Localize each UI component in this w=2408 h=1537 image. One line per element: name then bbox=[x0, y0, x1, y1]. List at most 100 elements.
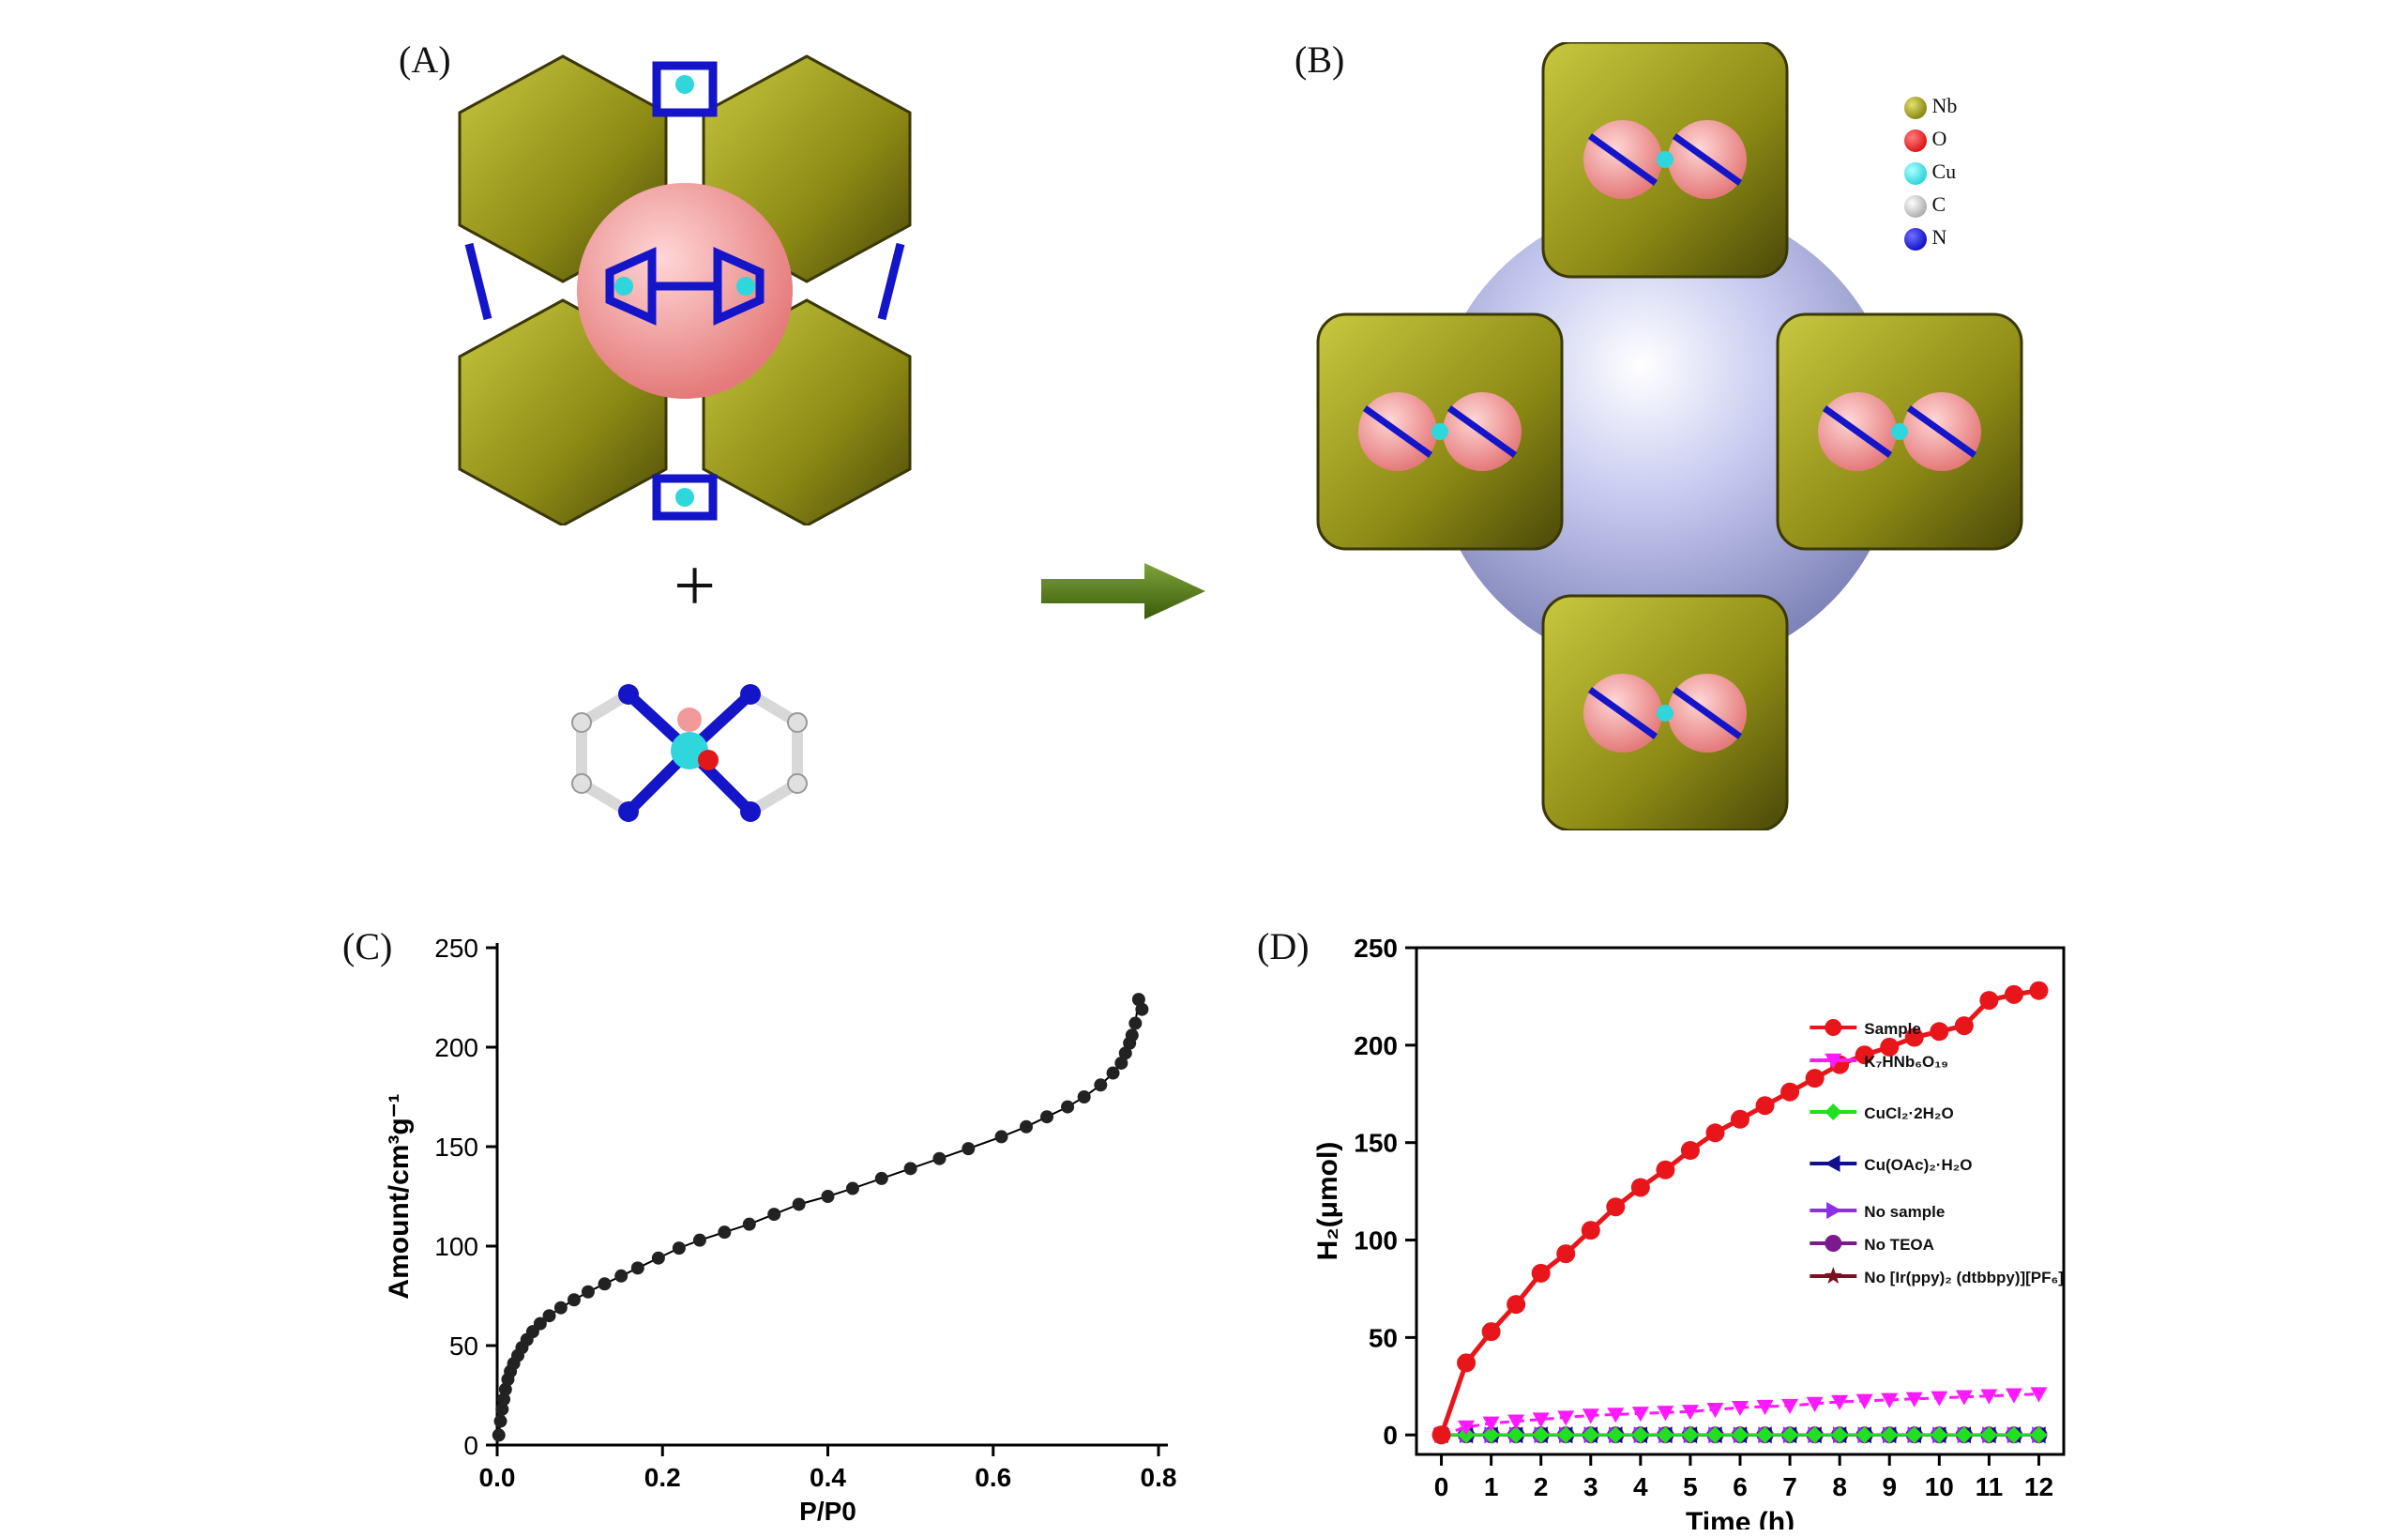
data-point bbox=[1931, 1426, 1948, 1444]
data-point bbox=[1930, 1022, 1949, 1042]
data-point bbox=[1657, 1406, 1674, 1422]
ligand-network bbox=[464, 61, 905, 521]
y-tick-label: 150 bbox=[434, 1133, 478, 1162]
legend-entry-6: No [Ir(ppy)₂ (dtbbpy)][PF₆] bbox=[1810, 1267, 2064, 1286]
data-point bbox=[1855, 1045, 1874, 1065]
data-point bbox=[1855, 1426, 1873, 1444]
legend-label: Cu(OAc)₂·H₂O bbox=[1864, 1156, 1972, 1174]
y-tick-label: 250 bbox=[1354, 934, 1398, 963]
data-point bbox=[493, 1414, 507, 1428]
series-line bbox=[1439, 988, 2039, 1437]
legend-marker bbox=[1825, 1235, 1842, 1252]
legend-marker bbox=[1825, 1053, 1842, 1069]
data-point bbox=[2004, 984, 2023, 1004]
data-point bbox=[1781, 1426, 1799, 1444]
data-point bbox=[1061, 1100, 1075, 1114]
y-tick-label: 200 bbox=[434, 1033, 478, 1062]
x-tick-label: 12 bbox=[2024, 1472, 2053, 1501]
data-point bbox=[1128, 1016, 1143, 1030]
data-point bbox=[1732, 1400, 1749, 1417]
data-point bbox=[567, 1293, 581, 1307]
legend-entry-0: Sample bbox=[1810, 1019, 1921, 1038]
legend-o: O bbox=[1904, 127, 1946, 152]
legend-entry-1: K₇HNb₆O₁₉ bbox=[1810, 1053, 1948, 1071]
data-point bbox=[1040, 1110, 1054, 1124]
data-point bbox=[1880, 1037, 1900, 1057]
data-point bbox=[1881, 1392, 1899, 1408]
data-point bbox=[994, 1130, 1008, 1144]
data-point bbox=[1531, 1263, 1551, 1283]
data-point bbox=[1106, 1066, 1120, 1080]
c-ball-icon bbox=[1904, 194, 1927, 218]
data-point bbox=[1607, 1408, 1625, 1423]
data-point bbox=[1954, 1016, 1974, 1036]
data-point bbox=[581, 1285, 595, 1299]
data-point bbox=[1431, 1425, 1451, 1445]
data-point bbox=[1656, 1160, 1675, 1179]
legend-label: No [Ir(ppy)₂ (dtbbpy)][PF₆] bbox=[1864, 1269, 2064, 1286]
data-point bbox=[1581, 1221, 1600, 1240]
legend-entry-4: No sample bbox=[1810, 1202, 1945, 1221]
data-point bbox=[1855, 1393, 1873, 1409]
data-point bbox=[1979, 991, 1999, 1011]
series-1 bbox=[1432, 1387, 2048, 1444]
y-tick-label: 200 bbox=[1354, 1031, 1398, 1060]
x-tick-label: 7 bbox=[1782, 1472, 1797, 1501]
legend-c: C bbox=[1904, 192, 1946, 218]
data-point bbox=[598, 1277, 612, 1291]
data-point bbox=[533, 1316, 547, 1331]
x-tick-label: 3 bbox=[1583, 1472, 1598, 1501]
data-point bbox=[495, 1402, 509, 1416]
data-point bbox=[497, 1392, 511, 1407]
panel-label-c: (C) bbox=[342, 925, 393, 967]
x-tick-label: 1 bbox=[1484, 1472, 1499, 1501]
legend-n: N bbox=[1904, 225, 1946, 251]
data-point bbox=[1680, 1141, 1700, 1160]
x-axis-label: P/P0 bbox=[799, 1497, 856, 1526]
data-point bbox=[1980, 1426, 1998, 1444]
data-point bbox=[1481, 1322, 1501, 1342]
legend-marker bbox=[1826, 1202, 1842, 1219]
data-point bbox=[1955, 1390, 1973, 1406]
data-point bbox=[2005, 1426, 2022, 1444]
x-tick-label: 2 bbox=[1534, 1472, 1549, 1501]
data-point bbox=[1681, 1405, 1699, 1421]
legend-marker bbox=[1825, 1155, 1840, 1172]
data-point bbox=[742, 1217, 756, 1231]
data-point bbox=[1980, 1389, 1998, 1405]
data-point bbox=[1657, 1426, 1674, 1444]
data-point bbox=[1582, 1426, 1599, 1444]
data-point bbox=[692, 1233, 706, 1247]
legend-marker bbox=[1825, 1019, 1842, 1036]
data-point bbox=[718, 1225, 732, 1240]
data-point bbox=[1955, 1426, 1973, 1444]
data-point bbox=[962, 1142, 976, 1156]
legend-label: No sample bbox=[1864, 1203, 1945, 1221]
isotherm-line bbox=[497, 998, 1143, 1436]
data-point bbox=[553, 1301, 568, 1315]
x-tick-label: 6 bbox=[1733, 1472, 1748, 1501]
data-point bbox=[1732, 1426, 1749, 1444]
nb-ball-icon bbox=[1904, 96, 1927, 119]
data-point bbox=[1094, 1078, 1108, 1092]
x-tick-label: 8 bbox=[1832, 1472, 1847, 1501]
data-point bbox=[1756, 1426, 1774, 1444]
data-point bbox=[1805, 1069, 1825, 1088]
data-point bbox=[1606, 1197, 1626, 1217]
x-tick-label: 11 bbox=[1976, 1472, 2004, 1501]
x-tick-label: 5 bbox=[1683, 1472, 1698, 1501]
series-2 bbox=[1432, 1426, 2048, 1444]
legend-nb: Nb bbox=[1904, 94, 1957, 119]
framework-linkers bbox=[1362, 133, 1977, 739]
cu-ball-icon bbox=[1904, 161, 1927, 185]
legend-marker bbox=[1824, 1267, 1842, 1285]
data-point bbox=[2030, 1387, 2048, 1403]
data-point bbox=[672, 1241, 686, 1255]
data-point bbox=[2005, 1388, 2022, 1404]
legend-label: No TEOA bbox=[1864, 1236, 1934, 1254]
panel-label-a: (A) bbox=[399, 38, 451, 81]
data-point bbox=[1125, 1028, 1139, 1042]
data-point bbox=[1557, 1426, 1575, 1444]
data-point bbox=[651, 1251, 665, 1265]
data-point bbox=[1556, 1244, 1576, 1264]
